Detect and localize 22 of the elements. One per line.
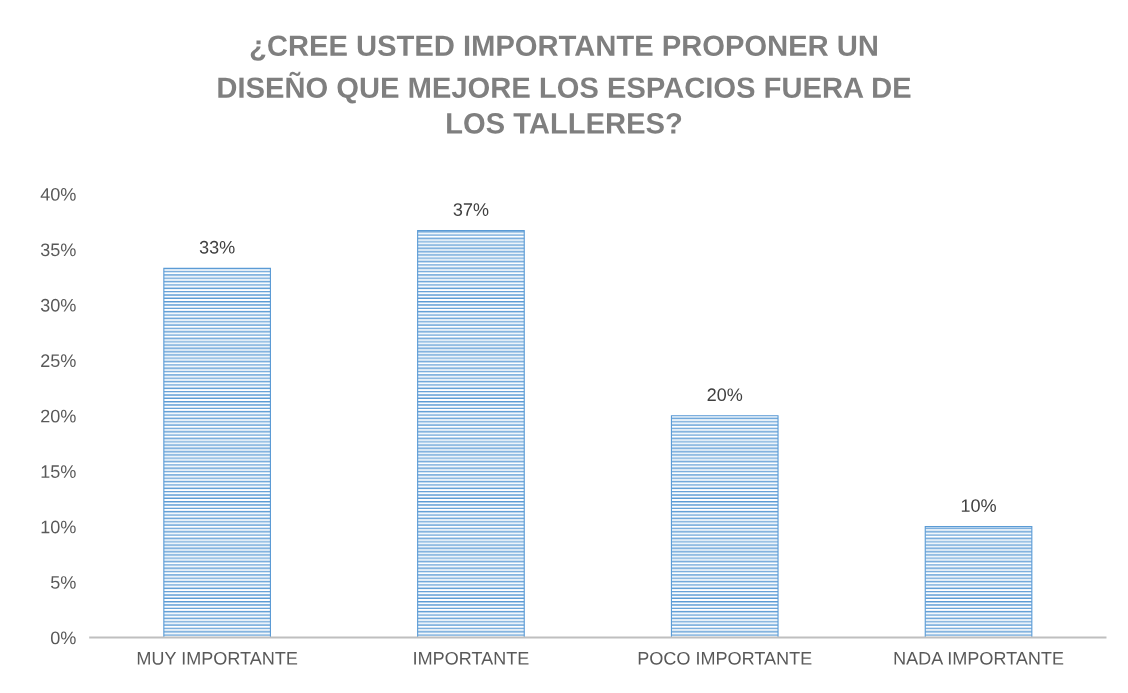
y-tick-label: 0% (50, 631, 76, 645)
y-tick-label: 5% (50, 576, 76, 589)
x-tick-label: POCO IMPORTANTE (638, 651, 812, 665)
bar (163, 267, 271, 638)
x-tick-label: IMPORTANTE (414, 651, 529, 665)
y-tick-label: 35% (40, 243, 76, 257)
y-tick-label: 15% (41, 465, 76, 478)
y-tick-label: 10% (41, 520, 76, 534)
data-label: 37% (453, 203, 489, 216)
data-label: 33% (199, 240, 235, 254)
chart-title: ¿CREE USTED IMPORTANTE PROPONER UN DISEÑO QUE MEJORE LOS ESPACIOS FUERA DE LOS TALLERES? (218, 35, 911, 134)
x-tick-label: NADA IMPORTANTE (894, 651, 1064, 665)
y-tick-label: 30% (40, 298, 76, 312)
bar (670, 415, 779, 638)
bar (924, 526, 1033, 638)
y-tick-label: 25% (41, 354, 76, 368)
y-tick-label: 20% (41, 409, 76, 423)
bar (417, 230, 525, 638)
x-tick-label: MUY IMPORTANTE (137, 651, 298, 665)
data-label: 10% (961, 499, 996, 512)
y-tick-label: 40% (40, 187, 76, 201)
data-label: 20% (707, 388, 743, 402)
